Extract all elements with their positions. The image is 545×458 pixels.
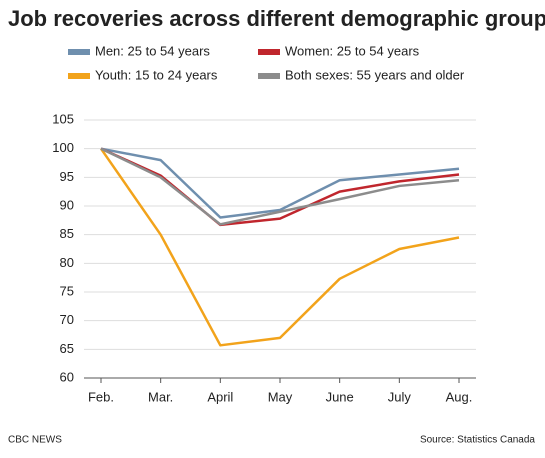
legend-swatch	[68, 73, 90, 79]
legend-label: Men: 25 to 54 years	[95, 43, 210, 58]
x-tick-label: May	[268, 389, 293, 404]
legend-swatch	[258, 49, 280, 55]
y-tick-label: 95	[60, 169, 74, 184]
y-tick-label: 65	[60, 341, 74, 356]
x-tick-label: Aug.	[446, 389, 473, 404]
legend-label: Both sexes: 55 years and older	[285, 67, 465, 82]
source: Source: Statistics Canada	[420, 435, 535, 446]
legend-label: Women: 25 to 54 years	[285, 43, 420, 58]
series-line	[100, 147, 460, 227]
y-tick-label: 70	[60, 312, 74, 327]
y-tick-label: 75	[60, 283, 74, 298]
series-line	[100, 147, 460, 219]
x-tick-label: Feb.	[88, 389, 114, 404]
y-tick-label: 85	[60, 226, 74, 241]
y-tick-label: 80	[60, 255, 74, 270]
legend-swatch	[258, 73, 280, 79]
y-tick-label: 100	[52, 140, 74, 155]
series-line	[99, 147, 460, 347]
legend-swatch	[68, 49, 90, 55]
x-tick-label: April	[207, 389, 233, 404]
y-tick-label: 60	[60, 369, 74, 384]
legend-label: Youth: 15 to 24 years	[95, 67, 218, 82]
credit: CBC NEWS	[8, 435, 62, 446]
series-line	[100, 147, 460, 226]
y-tick-label: 90	[60, 197, 74, 212]
chart-title: Job recoveries across different demograp…	[8, 6, 545, 31]
x-tick-label: June	[326, 389, 354, 404]
x-tick-label: Mar.	[148, 389, 173, 404]
x-tick-label: July	[388, 389, 412, 404]
y-tick-label: 105	[52, 111, 74, 126]
